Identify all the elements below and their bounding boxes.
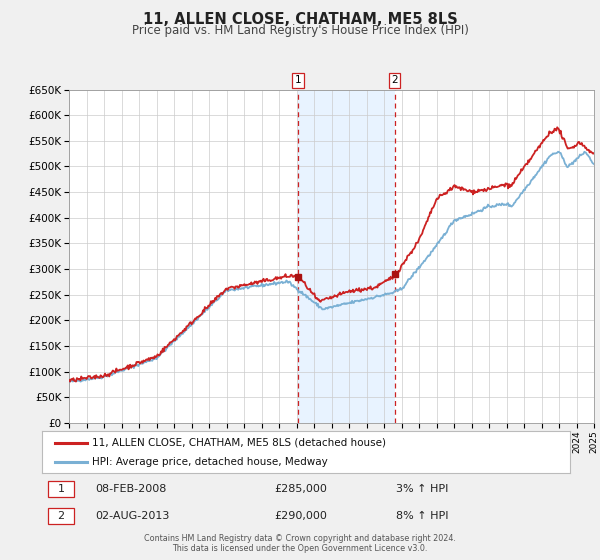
Text: HPI: Average price, detached house, Medway: HPI: Average price, detached house, Medw… [92,457,328,467]
Text: 3% ↑ HPI: 3% ↑ HPI [396,484,448,494]
Text: 11, ALLEN CLOSE, CHATHAM, ME5 8LS (detached house): 11, ALLEN CLOSE, CHATHAM, ME5 8LS (detac… [92,437,386,447]
FancyBboxPatch shape [49,481,74,497]
Text: £290,000: £290,000 [274,511,327,521]
Text: Price paid vs. HM Land Registry's House Price Index (HPI): Price paid vs. HM Land Registry's House … [131,24,469,37]
Text: 02-AUG-2013: 02-AUG-2013 [95,511,169,521]
Text: 8% ↑ HPI: 8% ↑ HPI [396,511,448,521]
Text: This data is licensed under the Open Government Licence v3.0.: This data is licensed under the Open Gov… [172,544,428,553]
Text: 1: 1 [58,484,65,494]
FancyBboxPatch shape [49,508,74,524]
Bar [298,90,395,423]
Text: 08-FEB-2008: 08-FEB-2008 [95,484,166,494]
Text: 11, ALLEN CLOSE, CHATHAM, ME5 8LS: 11, ALLEN CLOSE, CHATHAM, ME5 8LS [143,12,457,27]
Text: 2: 2 [391,76,398,86]
Text: 1: 1 [295,76,302,86]
Text: 2: 2 [58,511,65,521]
Text: £285,000: £285,000 [274,484,327,494]
Text: Contains HM Land Registry data © Crown copyright and database right 2024.: Contains HM Land Registry data © Crown c… [144,534,456,543]
